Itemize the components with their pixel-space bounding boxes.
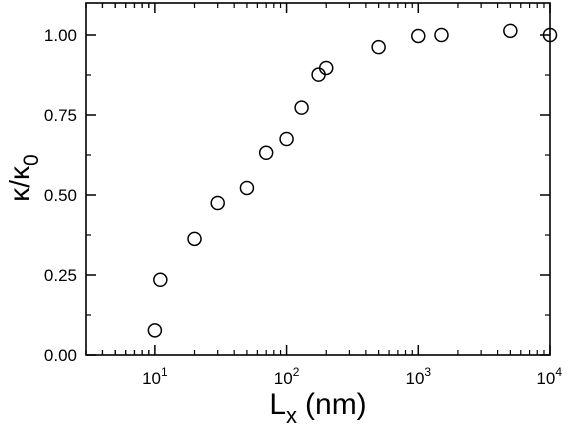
y-tick-label: 0.75 xyxy=(44,106,77,125)
x-axis-label-sub: x xyxy=(286,403,297,425)
plot-frame xyxy=(85,2,551,356)
x-tick-label: 103 xyxy=(405,365,431,388)
major-ticks xyxy=(86,3,551,356)
data-point xyxy=(210,195,225,211)
data-point xyxy=(147,323,163,338)
minor-ticks xyxy=(85,3,550,355)
data-point xyxy=(371,39,386,55)
y-tick-label: 0.25 xyxy=(44,266,77,285)
y-axis-label-main: κ/κ xyxy=(4,165,35,202)
y-axis-label-sub: 0 xyxy=(20,154,43,166)
data-point xyxy=(294,100,309,115)
data-point xyxy=(318,60,334,76)
y-axis-label: κ/κ0 xyxy=(4,154,43,201)
data-point xyxy=(239,180,255,196)
data-point xyxy=(542,27,558,43)
data-point xyxy=(434,27,449,43)
x-tick-label: 102 xyxy=(274,365,300,388)
y-tick-labels: 0.00 0.25 0.50 0.75 1.00 xyxy=(44,26,77,365)
x-tick-label: 104 xyxy=(536,365,562,388)
data-points xyxy=(147,23,558,338)
x-tick-label: 101 xyxy=(142,365,168,388)
y-tick-label: 1.00 xyxy=(44,26,77,45)
y-tick-label: 0.00 xyxy=(44,346,77,365)
x-tick-labels: 101 102 103 104 xyxy=(142,365,562,388)
data-point xyxy=(503,23,518,39)
data-point xyxy=(411,28,426,44)
x-axis-label-main: L xyxy=(269,388,286,421)
x-axis-label-unit: (nm) xyxy=(305,388,367,421)
data-point xyxy=(187,231,202,247)
data-point xyxy=(311,67,326,82)
x-axis-label: Lx (nm) xyxy=(269,388,366,425)
y-tick-label: 0.50 xyxy=(44,186,77,205)
data-point xyxy=(279,131,294,147)
data-point xyxy=(153,272,168,288)
data-point xyxy=(258,145,274,161)
